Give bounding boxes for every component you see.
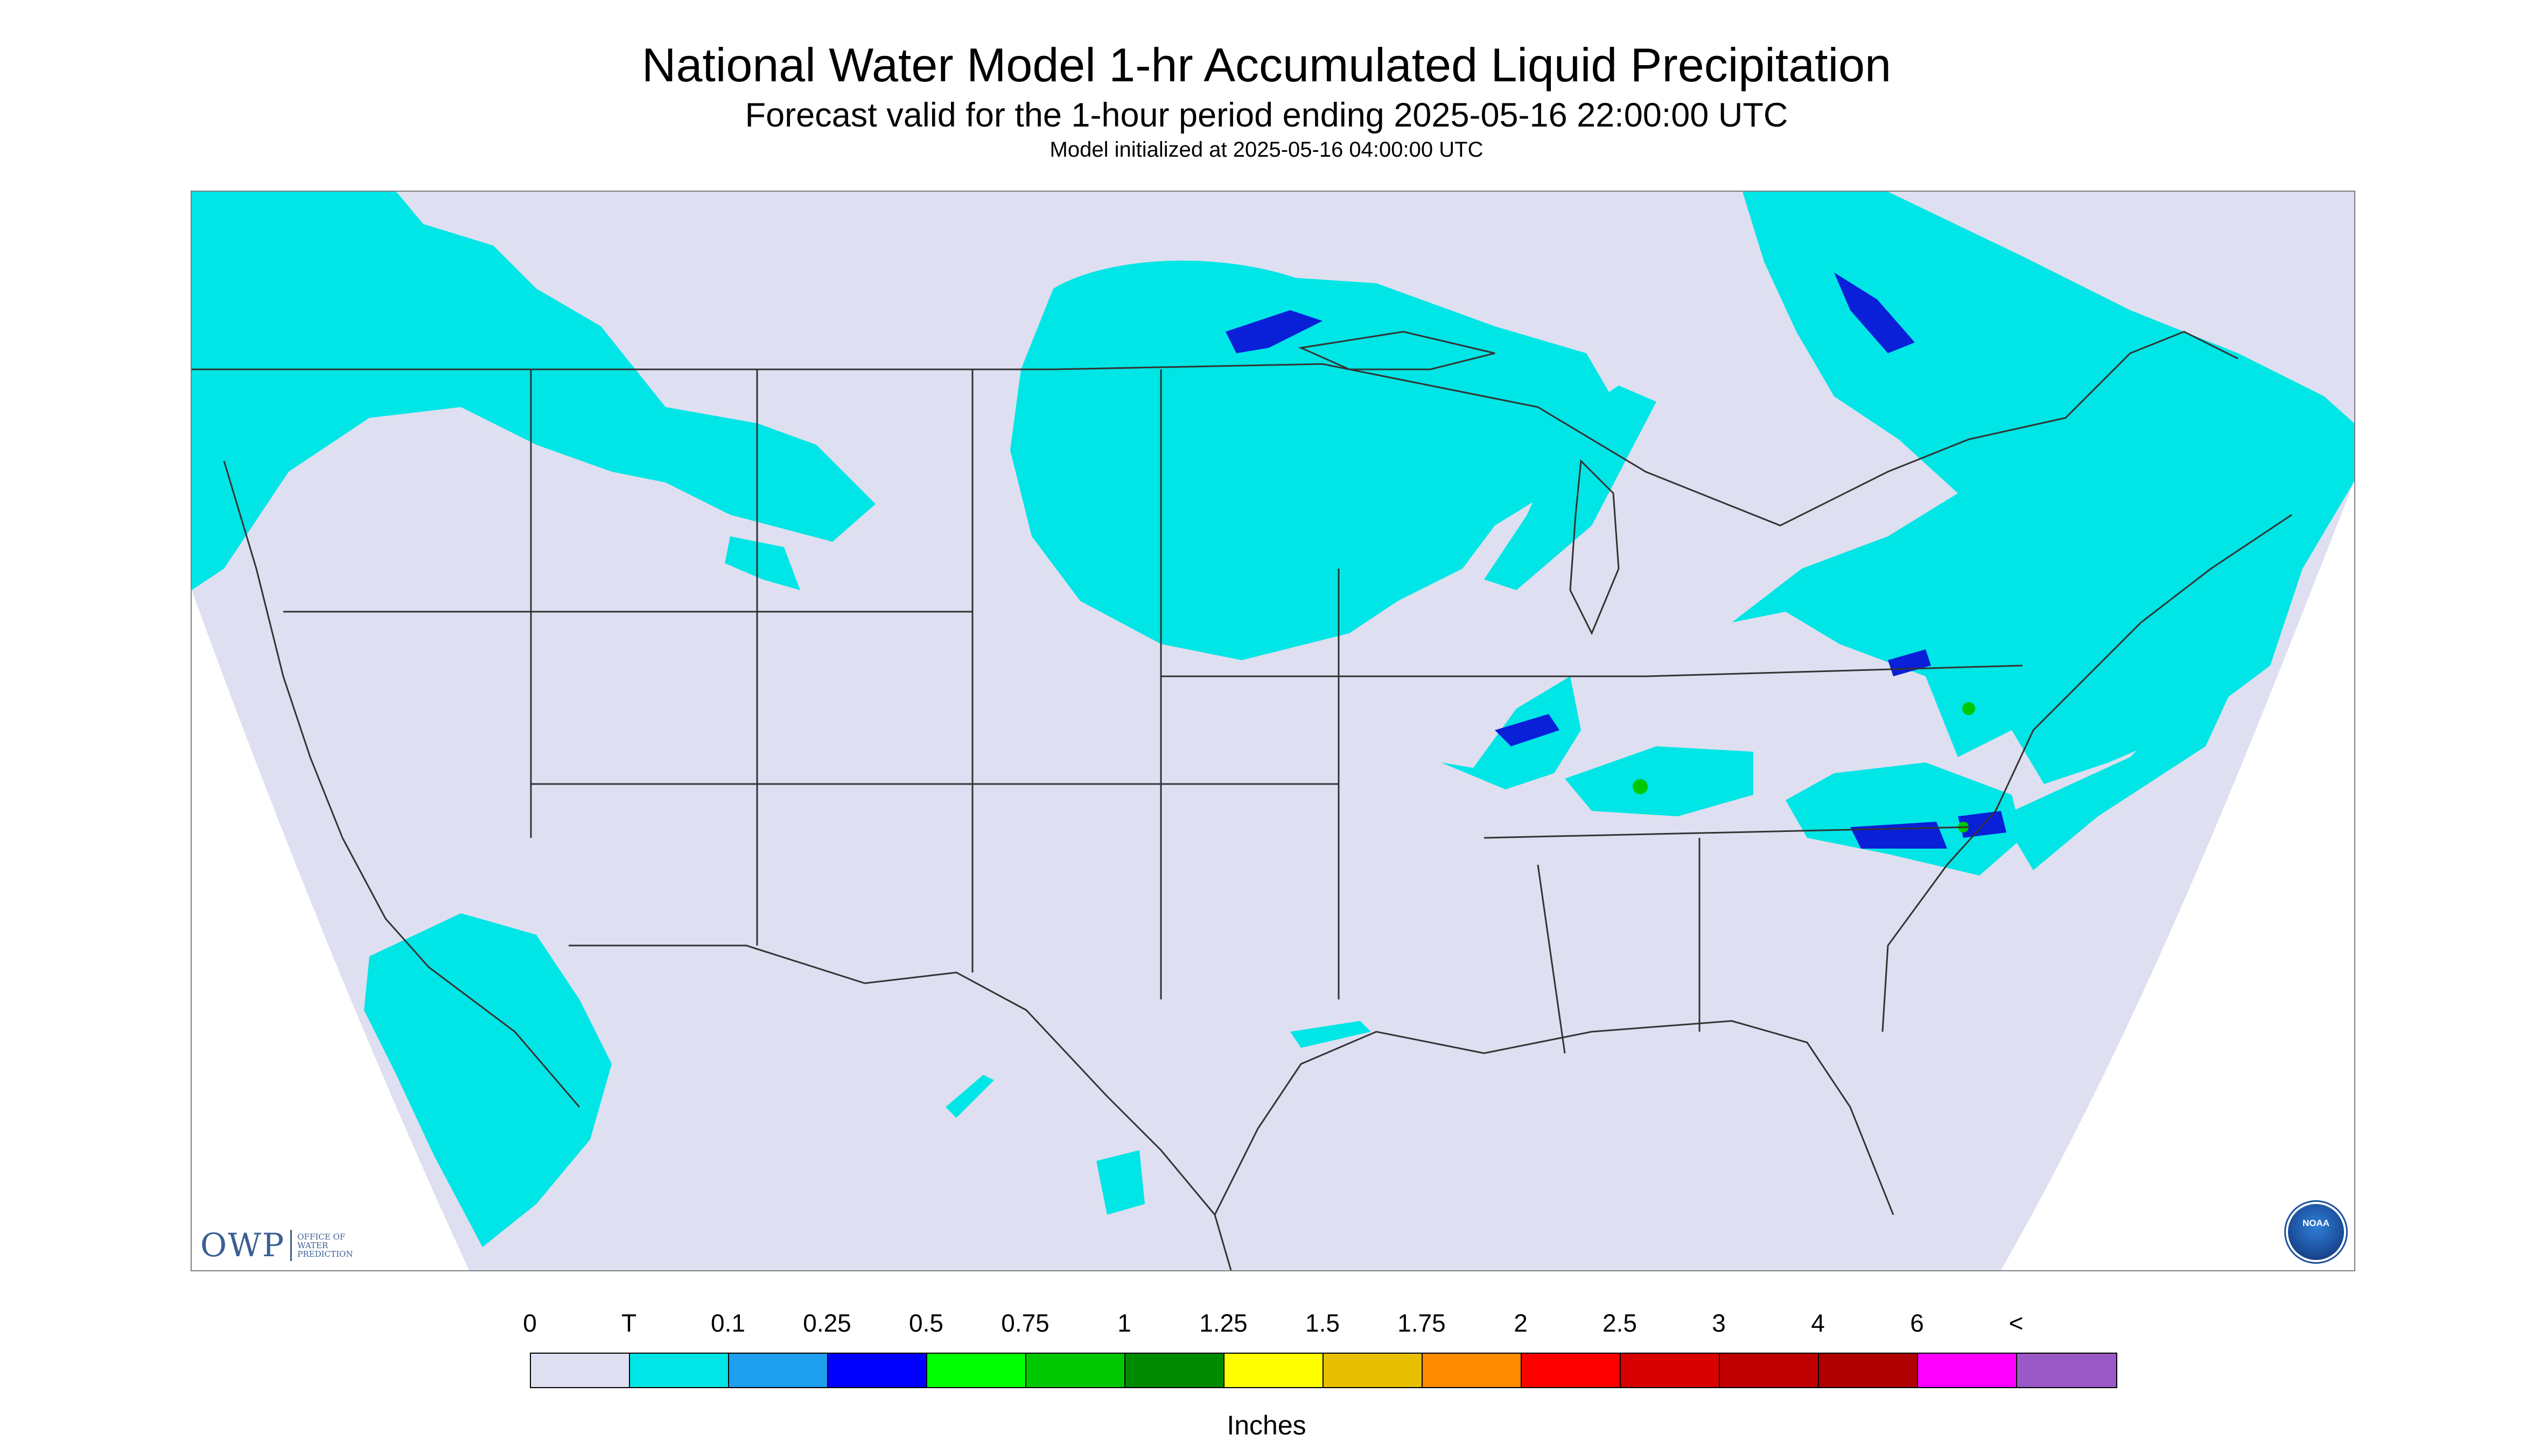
precip-area-baja bbox=[364, 913, 612, 1247]
precip-area-pacific-northwest bbox=[192, 192, 876, 590]
legend-tick-6: 1 bbox=[1117, 1309, 1131, 1337]
legend-swatch-11 bbox=[1621, 1354, 1720, 1387]
legend-tick-2: 0.1 bbox=[711, 1309, 745, 1337]
precip-area-mexico-east bbox=[1096, 1150, 1145, 1215]
legend-tick-15: < bbox=[2009, 1309, 2024, 1337]
heavy-core-virginia bbox=[1958, 811, 2006, 838]
precip-area-upper-midwest bbox=[1010, 260, 1624, 660]
legend-swatch-8 bbox=[1324, 1354, 1423, 1387]
legend-tick-1: T bbox=[621, 1309, 637, 1337]
legend-swatch-14 bbox=[1918, 1354, 2017, 1387]
state-line-8 bbox=[1161, 664, 2023, 677]
legend-tick-4: 0.5 bbox=[909, 1309, 943, 1337]
lake-michigan-outline bbox=[1569, 459, 1620, 635]
map-title: National Water Model 1-hr Accumulated Li… bbox=[641, 38, 1892, 92]
legend-swatch-13 bbox=[1819, 1354, 1918, 1387]
map-canvas bbox=[192, 192, 2354, 1270]
legend-tick-5: 0.75 bbox=[1001, 1309, 1049, 1337]
legend-tick-0: 0 bbox=[523, 1309, 537, 1337]
precip-area-atlantic-offshore bbox=[2001, 676, 2238, 870]
legend-swatch-5 bbox=[1026, 1354, 1125, 1387]
owp-logo-mark: OWP bbox=[200, 1227, 285, 1264]
precip-area-kentucky bbox=[1565, 746, 1753, 816]
precip-area-lake-michigan bbox=[1484, 386, 1656, 590]
pacific-coastline bbox=[223, 460, 580, 1108]
legend-swatch-15 bbox=[2017, 1354, 2116, 1387]
state-line-9 bbox=[1484, 826, 1969, 839]
legend-tick-13: 4 bbox=[1811, 1309, 1825, 1337]
legend-swatch-1 bbox=[630, 1354, 729, 1387]
legend-tick-11: 2.5 bbox=[1603, 1309, 1637, 1337]
legend-swatch-2 bbox=[729, 1354, 828, 1387]
political-boundaries bbox=[192, 331, 2292, 1270]
model-init-text: Model initialized at 2025-05-16 04:00:00… bbox=[1049, 138, 1484, 162]
precip-area-maine bbox=[2103, 402, 2249, 526]
precip-area-northern-rockies bbox=[725, 536, 800, 590]
legend-swatch-3 bbox=[828, 1354, 927, 1387]
legend-swatch-0 bbox=[531, 1354, 630, 1387]
legend-units-label: Inches bbox=[1227, 1410, 1306, 1440]
legend-tick-8: 1.5 bbox=[1305, 1309, 1340, 1337]
precipitation-map: OWP OFFICE OF WATER PREDICTION NOAA bbox=[191, 191, 2355, 1271]
owp-logo: OWP OFFICE OF WATER PREDICTION bbox=[200, 1227, 373, 1264]
legend-tick-14: 6 bbox=[1910, 1309, 1924, 1337]
us-canada-border bbox=[192, 331, 2238, 527]
heavy-core-illinois bbox=[1495, 714, 1559, 746]
legend-swatch-4 bbox=[927, 1354, 1026, 1387]
forecast-subtitle: Forecast valid for the 1-hour period end… bbox=[745, 96, 1788, 134]
us-mexico-border bbox=[569, 944, 1232, 1270]
precip-area-northern-mexico bbox=[946, 1075, 994, 1118]
green-core-kentucky bbox=[1633, 779, 1648, 794]
legend-tick-10: 2 bbox=[1514, 1309, 1528, 1337]
state-line-10 bbox=[1537, 864, 1566, 1054]
heavy-core-quebec bbox=[1834, 272, 1915, 353]
green-core-virginia bbox=[1962, 702, 1975, 715]
legend-tick-12: 3 bbox=[1712, 1309, 1726, 1337]
legend-swatch-7 bbox=[1224, 1354, 1324, 1387]
precip-area-texas-coast bbox=[1290, 1021, 1371, 1048]
noaa-logo: NOAA bbox=[2288, 1204, 2344, 1260]
owp-logo-divider bbox=[290, 1230, 292, 1261]
gulf-coastline bbox=[1214, 1020, 1894, 1215]
legend-swatch-9 bbox=[1423, 1354, 1522, 1387]
legend-tick-3: 0.25 bbox=[803, 1309, 851, 1337]
legend-tick-9: 1.75 bbox=[1397, 1309, 1446, 1337]
legend-swatch-6 bbox=[1125, 1354, 1224, 1387]
lake-superior-outline bbox=[1298, 331, 1495, 370]
legend-swatch-10 bbox=[1522, 1354, 1621, 1387]
legend-color-bar bbox=[530, 1353, 2117, 1388]
noaa-logo-text: NOAA bbox=[2302, 1218, 2330, 1228]
atlantic-coastline bbox=[1881, 514, 2292, 1032]
owp-logo-text: OFFICE OF WATER PREDICTION bbox=[297, 1232, 353, 1259]
legend-tick-labels: 0 T 0.1 0.25 0.5 0.75 1 1.25 1.5 1.75 2 2.5 3 4 6 < bbox=[0, 1308, 2533, 1341]
legend-swatch-12 bbox=[1720, 1354, 1819, 1387]
heavy-core-lake-superior bbox=[1226, 310, 1323, 353]
legend-tick-7: 1.25 bbox=[1199, 1309, 1248, 1337]
